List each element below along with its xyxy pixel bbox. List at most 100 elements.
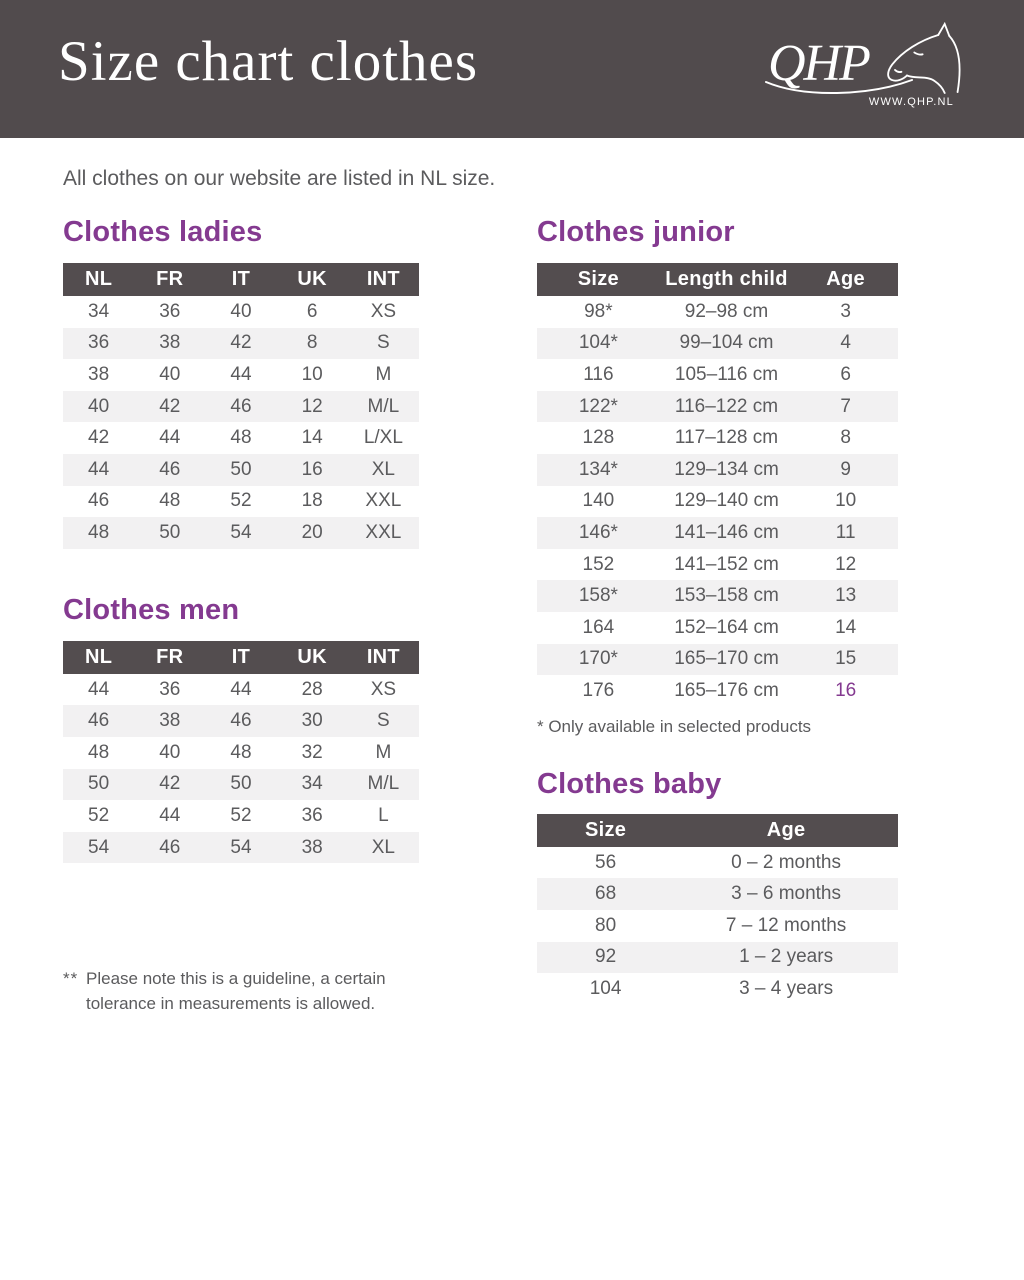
table-cell: 1 – 2 years [739, 946, 834, 968]
table-cell: 14 [301, 427, 323, 449]
table-cell: 164 [582, 616, 615, 638]
table-cell: XS [370, 678, 397, 700]
table-row: 104 3 – 4 years [537, 973, 898, 1005]
table-header-row: NL FR IT UK INT [63, 640, 419, 674]
table-header-row: Size Length child Age [537, 263, 898, 296]
table-cell: M/L [367, 395, 400, 417]
table-cell: 40 [88, 395, 110, 417]
column-header: NL [63, 640, 135, 674]
table-cell: 117–128 cm [674, 427, 779, 449]
table-cell: 48 [88, 741, 110, 763]
table-cell: 18 [301, 490, 323, 512]
table-cell: 14 [835, 616, 857, 638]
table-row: 44 46 50 16 XL [63, 453, 419, 486]
table-cell: 46 [230, 710, 252, 732]
table-cell: 46 [159, 836, 181, 858]
table-cell: 6 [840, 363, 851, 385]
table-cell: 46 [230, 395, 252, 417]
column-header: INT [347, 263, 419, 296]
guideline-note-marker: ** [63, 969, 79, 988]
table-cell: 50 [230, 773, 252, 795]
table-cell: 32 [301, 741, 323, 763]
table-cell: 3 [840, 300, 851, 322]
table-cell: 40 [159, 363, 181, 385]
table-cell: XL [371, 836, 395, 858]
table-cell: 44 [88, 458, 110, 480]
intro-text: All clothes on our website are listed in… [63, 167, 496, 190]
table-cell: 44 [159, 804, 181, 826]
table-cell: 129–140 cm [674, 490, 779, 512]
table-cell: 54 [88, 836, 110, 858]
table-cell: 9 [840, 458, 851, 480]
logo-text: QHP [768, 35, 871, 92]
table-cell: M/L [367, 773, 400, 795]
table-cell: 46 [88, 710, 110, 732]
qhp-logo: QHP WWW.QHP.NL [765, 22, 961, 120]
table-cell: 0 – 2 months [731, 851, 841, 873]
table-row: 68 3 – 6 months [537, 878, 898, 910]
table-row: 54 46 54 38 XL [63, 831, 419, 864]
table-cell: 34 [301, 773, 323, 795]
table-cell: 46 [88, 490, 110, 512]
table-row: 42 44 48 14 L/XL [63, 422, 419, 454]
table-cell: 38 [159, 710, 181, 732]
table-cell: 3 – 4 years [739, 977, 834, 999]
table-cell: 30 [301, 710, 323, 732]
table-cell: 38 [159, 332, 181, 354]
table-cell: XS [370, 300, 397, 322]
table-cell: 165–170 cm [674, 648, 779, 670]
table-cell: 38 [301, 836, 323, 858]
table-cell: 170* [578, 648, 618, 670]
column-header: IT [205, 263, 277, 296]
table-cell: 48 [159, 490, 181, 512]
table-cell: 54 [230, 521, 252, 543]
table-row: 56 0 – 2 months [537, 847, 898, 879]
table-cell: 128 [582, 427, 615, 449]
column-header: FR [134, 263, 206, 296]
table-row: 48 50 54 20 XXL [63, 517, 419, 549]
table-row: 122* 116–122 cm 7 [537, 390, 898, 423]
table-cell: 134* [578, 458, 618, 480]
table-cell: 12 [835, 553, 857, 575]
column-header: FR [134, 640, 206, 674]
table-cell: 48 [88, 521, 110, 543]
ladies-size-table: NL FR IT UK INT 34 36 40 6 XS 36 38 42 8 S 38 40 44 10 M 40 4… [63, 263, 419, 549]
guideline-note-line2: tolerance in measurements is allowed. [86, 994, 376, 1013]
table-cell: 56 [595, 851, 617, 873]
logo-swoosh-icon [765, 79, 913, 95]
table-cell: 50 [159, 521, 181, 543]
table-row: 176 165–176 cm 16 [537, 675, 898, 707]
table-cell: 176 [582, 679, 615, 701]
table-cell: 16 [835, 679, 857, 701]
table-cell: 4 [840, 332, 851, 354]
table-row: 164 152–164 cm 14 [537, 612, 898, 644]
page-header: Size chart clothes QHP [0, 0, 1024, 138]
table-row: 50 42 50 34 M/L [63, 768, 419, 801]
table-row: 140 129–140 cm 10 [537, 486, 898, 518]
table-cell: 36 [159, 300, 181, 322]
table-cell: 10 [835, 490, 857, 512]
table-row: 52 44 52 36 L [63, 800, 419, 832]
column-header: Age [674, 813, 898, 847]
table-row: 80 7 – 12 months [537, 910, 898, 942]
table-row: 40 42 46 12 M/L [63, 390, 419, 423]
column-header: Size [537, 813, 675, 847]
page-title: Size chart clothes [58, 30, 479, 93]
table-cell: 20 [301, 521, 323, 543]
table-cell: M [375, 363, 392, 385]
guideline-note: ** Please note this is a guideline, a ce… [63, 966, 423, 1016]
table-cell: 165–176 cm [674, 679, 779, 701]
table-cell: 42 [230, 332, 252, 354]
table-row: 128 117–128 cm 8 [537, 422, 898, 454]
table-cell: 92–98 cm [684, 300, 769, 322]
table-row: 98* 92–98 cm 3 [537, 296, 898, 328]
table-cell: M [375, 741, 392, 763]
table-header-row: NL FR IT UK INT [63, 263, 419, 296]
table-cell: 141–152 cm [674, 553, 779, 575]
table-cell: 52 [88, 804, 110, 826]
table-cell: 7 [840, 395, 851, 417]
junior-footnote: * Only available in selected products [537, 716, 812, 736]
table-cell: 12 [301, 395, 323, 417]
table-row: 46 38 46 30 S [63, 705, 419, 737]
table-cell: 92 [595, 946, 617, 968]
